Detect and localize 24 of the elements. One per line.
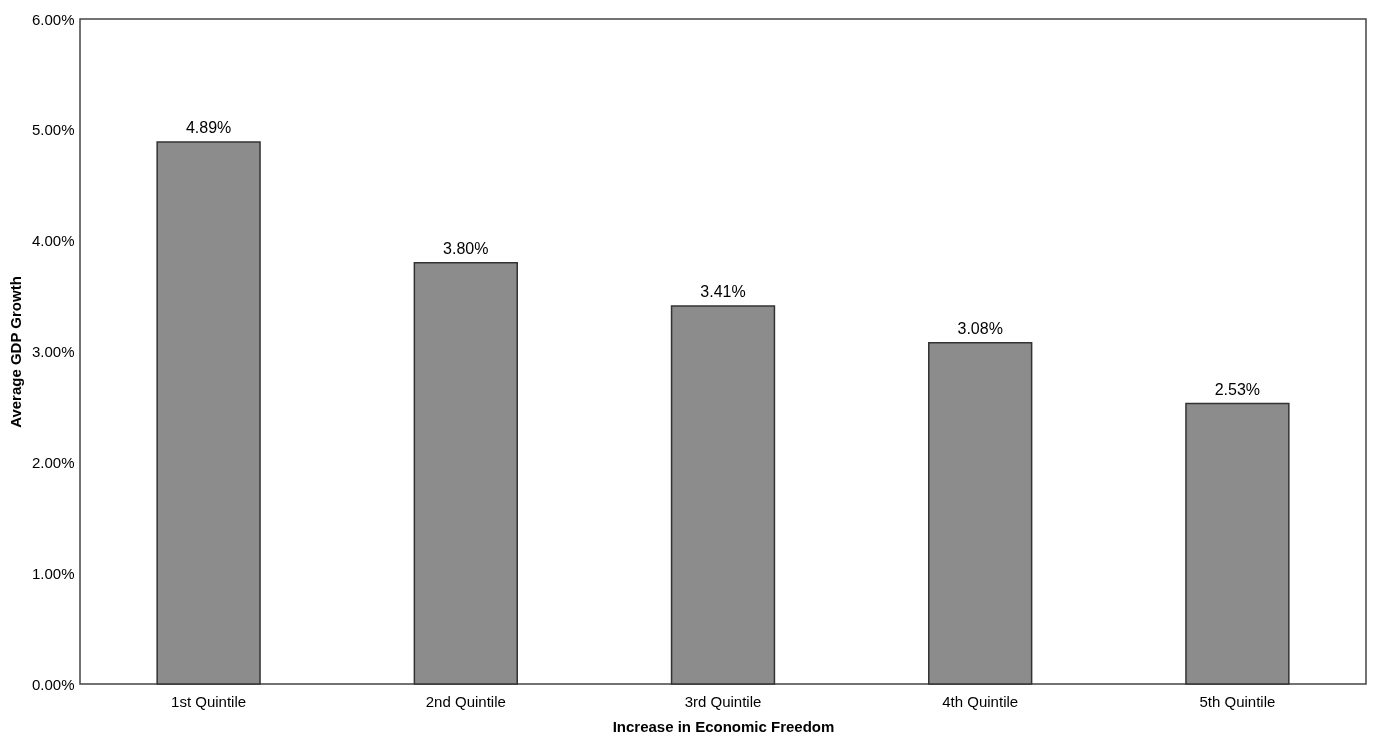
x-tick-label: 1st Quintile xyxy=(171,692,247,710)
x-tick-label: 4th Quintile xyxy=(942,692,1019,710)
data-label: 3.80% xyxy=(443,239,489,257)
y-axis-title: Average GDP Growth xyxy=(6,276,24,428)
bar xyxy=(1185,402,1290,685)
x-axis-title: Increase in Economic Freedom xyxy=(612,717,835,735)
y-tick-label: 1.00% xyxy=(31,564,75,582)
data-label: 3.08% xyxy=(957,319,1003,337)
data-label: 2.53% xyxy=(1214,380,1261,398)
y-tick-label: 0.00% xyxy=(31,675,75,693)
y-tick-label: 2.00% xyxy=(31,453,75,471)
bar xyxy=(413,262,518,685)
bar xyxy=(928,341,1033,685)
y-tick-label: 6.00% xyxy=(31,10,75,28)
data-label: 4.89% xyxy=(185,119,232,137)
y-tick-label: 5.00% xyxy=(31,121,75,139)
x-tick-label: 3rd Quintile xyxy=(684,692,762,710)
bar xyxy=(156,141,261,685)
data-label: 3.41% xyxy=(700,283,746,301)
y-tick-label: 4.00% xyxy=(31,232,75,250)
x-tick-label: 2nd Quintile xyxy=(425,692,506,710)
bar xyxy=(670,305,776,685)
y-tick-label: 3.00% xyxy=(31,343,75,360)
x-tick-label: 5th Quintile xyxy=(1199,692,1276,710)
